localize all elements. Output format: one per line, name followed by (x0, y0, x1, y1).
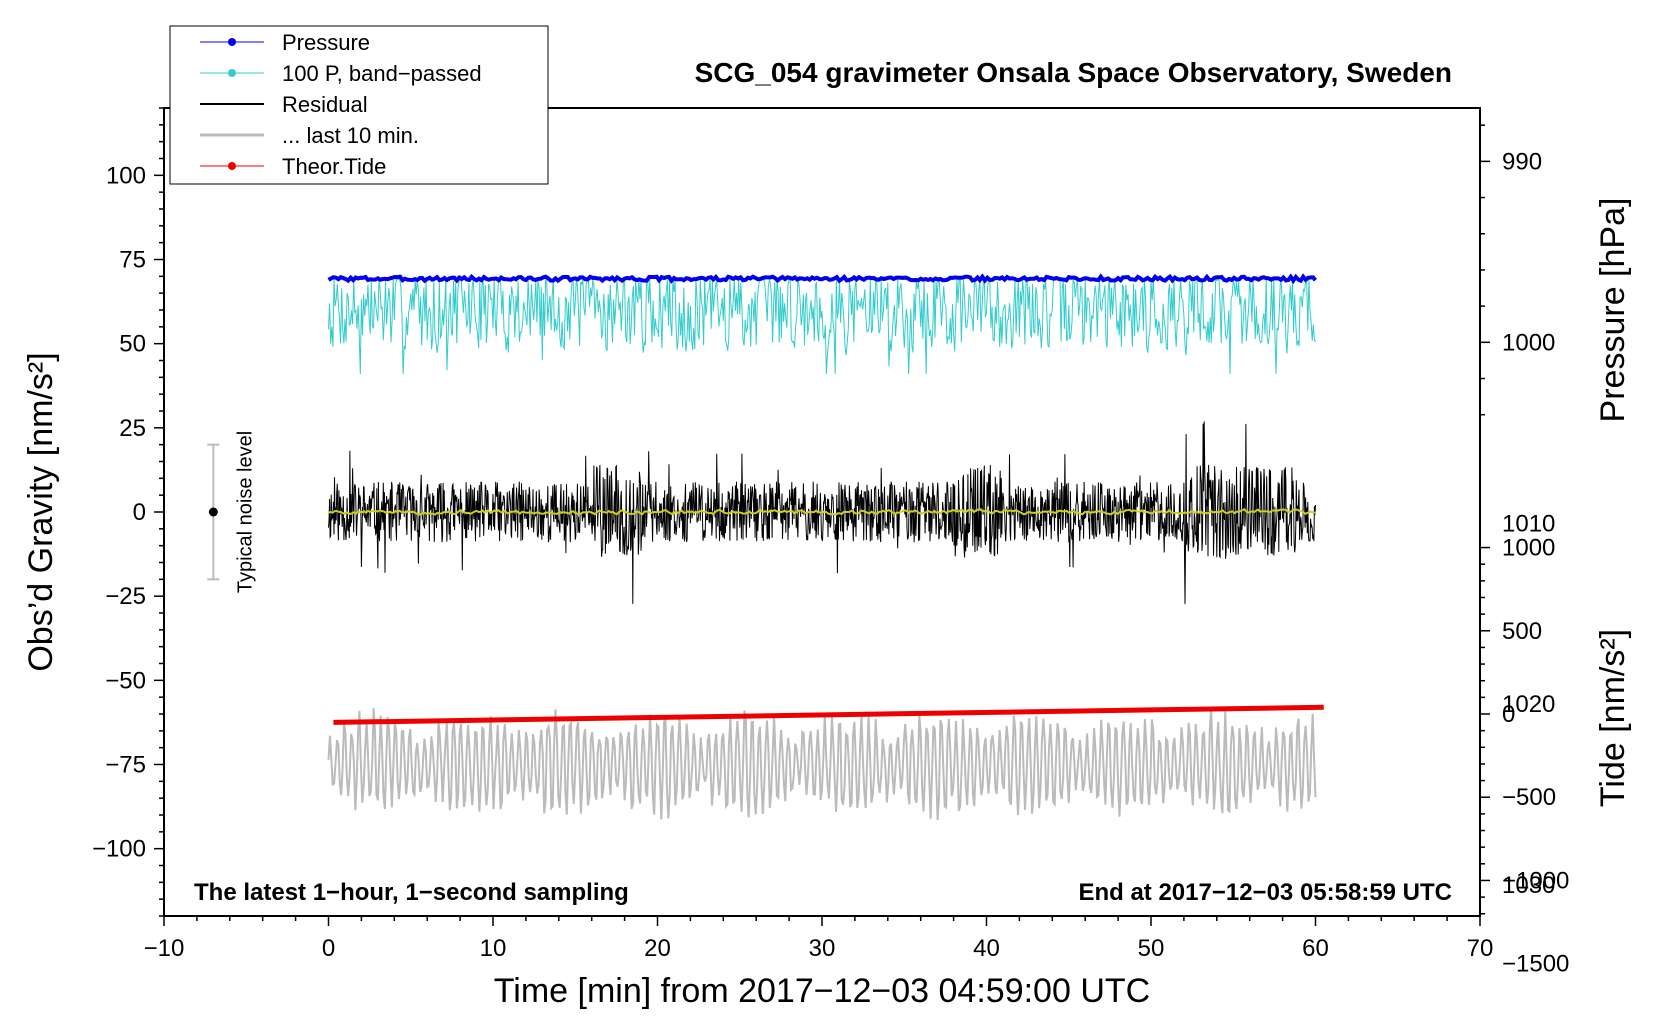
y-tick-label-tide: 500 (1502, 618, 1542, 645)
legend-label: Theor.Tide (282, 154, 386, 179)
y-tick-label-pressure: 990 (1502, 148, 1542, 175)
x-tick-label: −10 (144, 935, 185, 962)
x-axis-title: Time [min] from 2017−12−03 04:59:00 UTC (494, 972, 1150, 1010)
legend-box (169, 25, 549, 185)
series-last-10-min (327, 708, 1317, 821)
y-tick-label-pressure: 1000 (1502, 329, 1555, 356)
y-tick-label-left: 0 (133, 499, 146, 526)
annotation-end-time: End at 2017−12−03 05:58:59 UTC (1078, 879, 1452, 906)
y-tick-label-left: 75 (119, 247, 146, 274)
series-theoretical-tide (333, 704, 1324, 725)
x-tick-label: 10 (480, 935, 507, 962)
x-tick-label: 40 (973, 935, 1000, 962)
x-tick-label: 30 (809, 935, 836, 962)
legend-label: 100 P, band−passed (282, 61, 482, 86)
y-axis-title-tide: Tide [nm/s²] (1594, 629, 1632, 807)
chart-title: SCG_054 gravimeter Onsala Space Observat… (695, 57, 1452, 88)
y-tick-label-left: 100 (106, 162, 146, 189)
y-tick-label-left: −25 (105, 583, 146, 610)
legend: Pressure 100 P, band−passed Residual ... la… (169, 25, 549, 185)
legend-label: Pressure (282, 30, 370, 55)
y-axis-title-pressure: Pressure [hPa] (1594, 198, 1632, 423)
legend-marker (228, 38, 236, 46)
y-tick-label-left: −100 (92, 836, 146, 863)
noise-center-dot (208, 507, 218, 517)
legend-marker (228, 162, 236, 170)
axis-ticks: −10 0 10 20 30 40 50 60 701007550250−25−50−75−10… (92, 107, 1569, 978)
y-tick-label-tide: −500 (1502, 784, 1556, 811)
y-tick-label-tide: −1000 (1502, 867, 1569, 894)
y-tick-label-left: −50 (105, 667, 146, 694)
series-bandpassed-pressure (328, 277, 1316, 375)
legend-marker (228, 69, 236, 77)
x-tick-label: 70 (1467, 935, 1494, 962)
noise-level-indicator: Typical noise level (207, 431, 256, 593)
y-tick-label-left: 50 (119, 331, 146, 358)
annotation-sampling: The latest 1−hour, 1−second sampling (194, 879, 629, 906)
x-tick-label: 60 (1302, 935, 1329, 962)
y-tick-label-left: 25 (119, 415, 146, 442)
y-tick-label-tide: −1500 (1502, 951, 1569, 978)
x-tick-label: 20 (644, 935, 671, 962)
y-tick-label-pressure: 1020 (1502, 691, 1555, 718)
y-tick-label-tide: 1000 (1502, 535, 1555, 562)
x-tick-label: 0 (322, 935, 335, 962)
noise-level-label: Typical noise level (234, 431, 256, 593)
y-tick-label-left: −75 (105, 752, 146, 779)
y-tick-label-tide: 0 (1502, 701, 1515, 728)
series-pressure (327, 273, 1318, 285)
legend-label: ... last 10 min. (282, 123, 419, 148)
y-axis-title-left: Obs’d Gravity [nm/s²] (22, 352, 60, 671)
y-tick-label-pressure: 1010 (1502, 510, 1555, 537)
x-tick-label: 50 (1138, 935, 1165, 962)
legend-label: Residual (282, 92, 368, 117)
series-residual (328, 421, 1316, 605)
y-tick-label-pressure: 1030 (1502, 872, 1555, 899)
series-layer (327, 273, 1324, 821)
series-residual-smoothed (328, 508, 1316, 516)
